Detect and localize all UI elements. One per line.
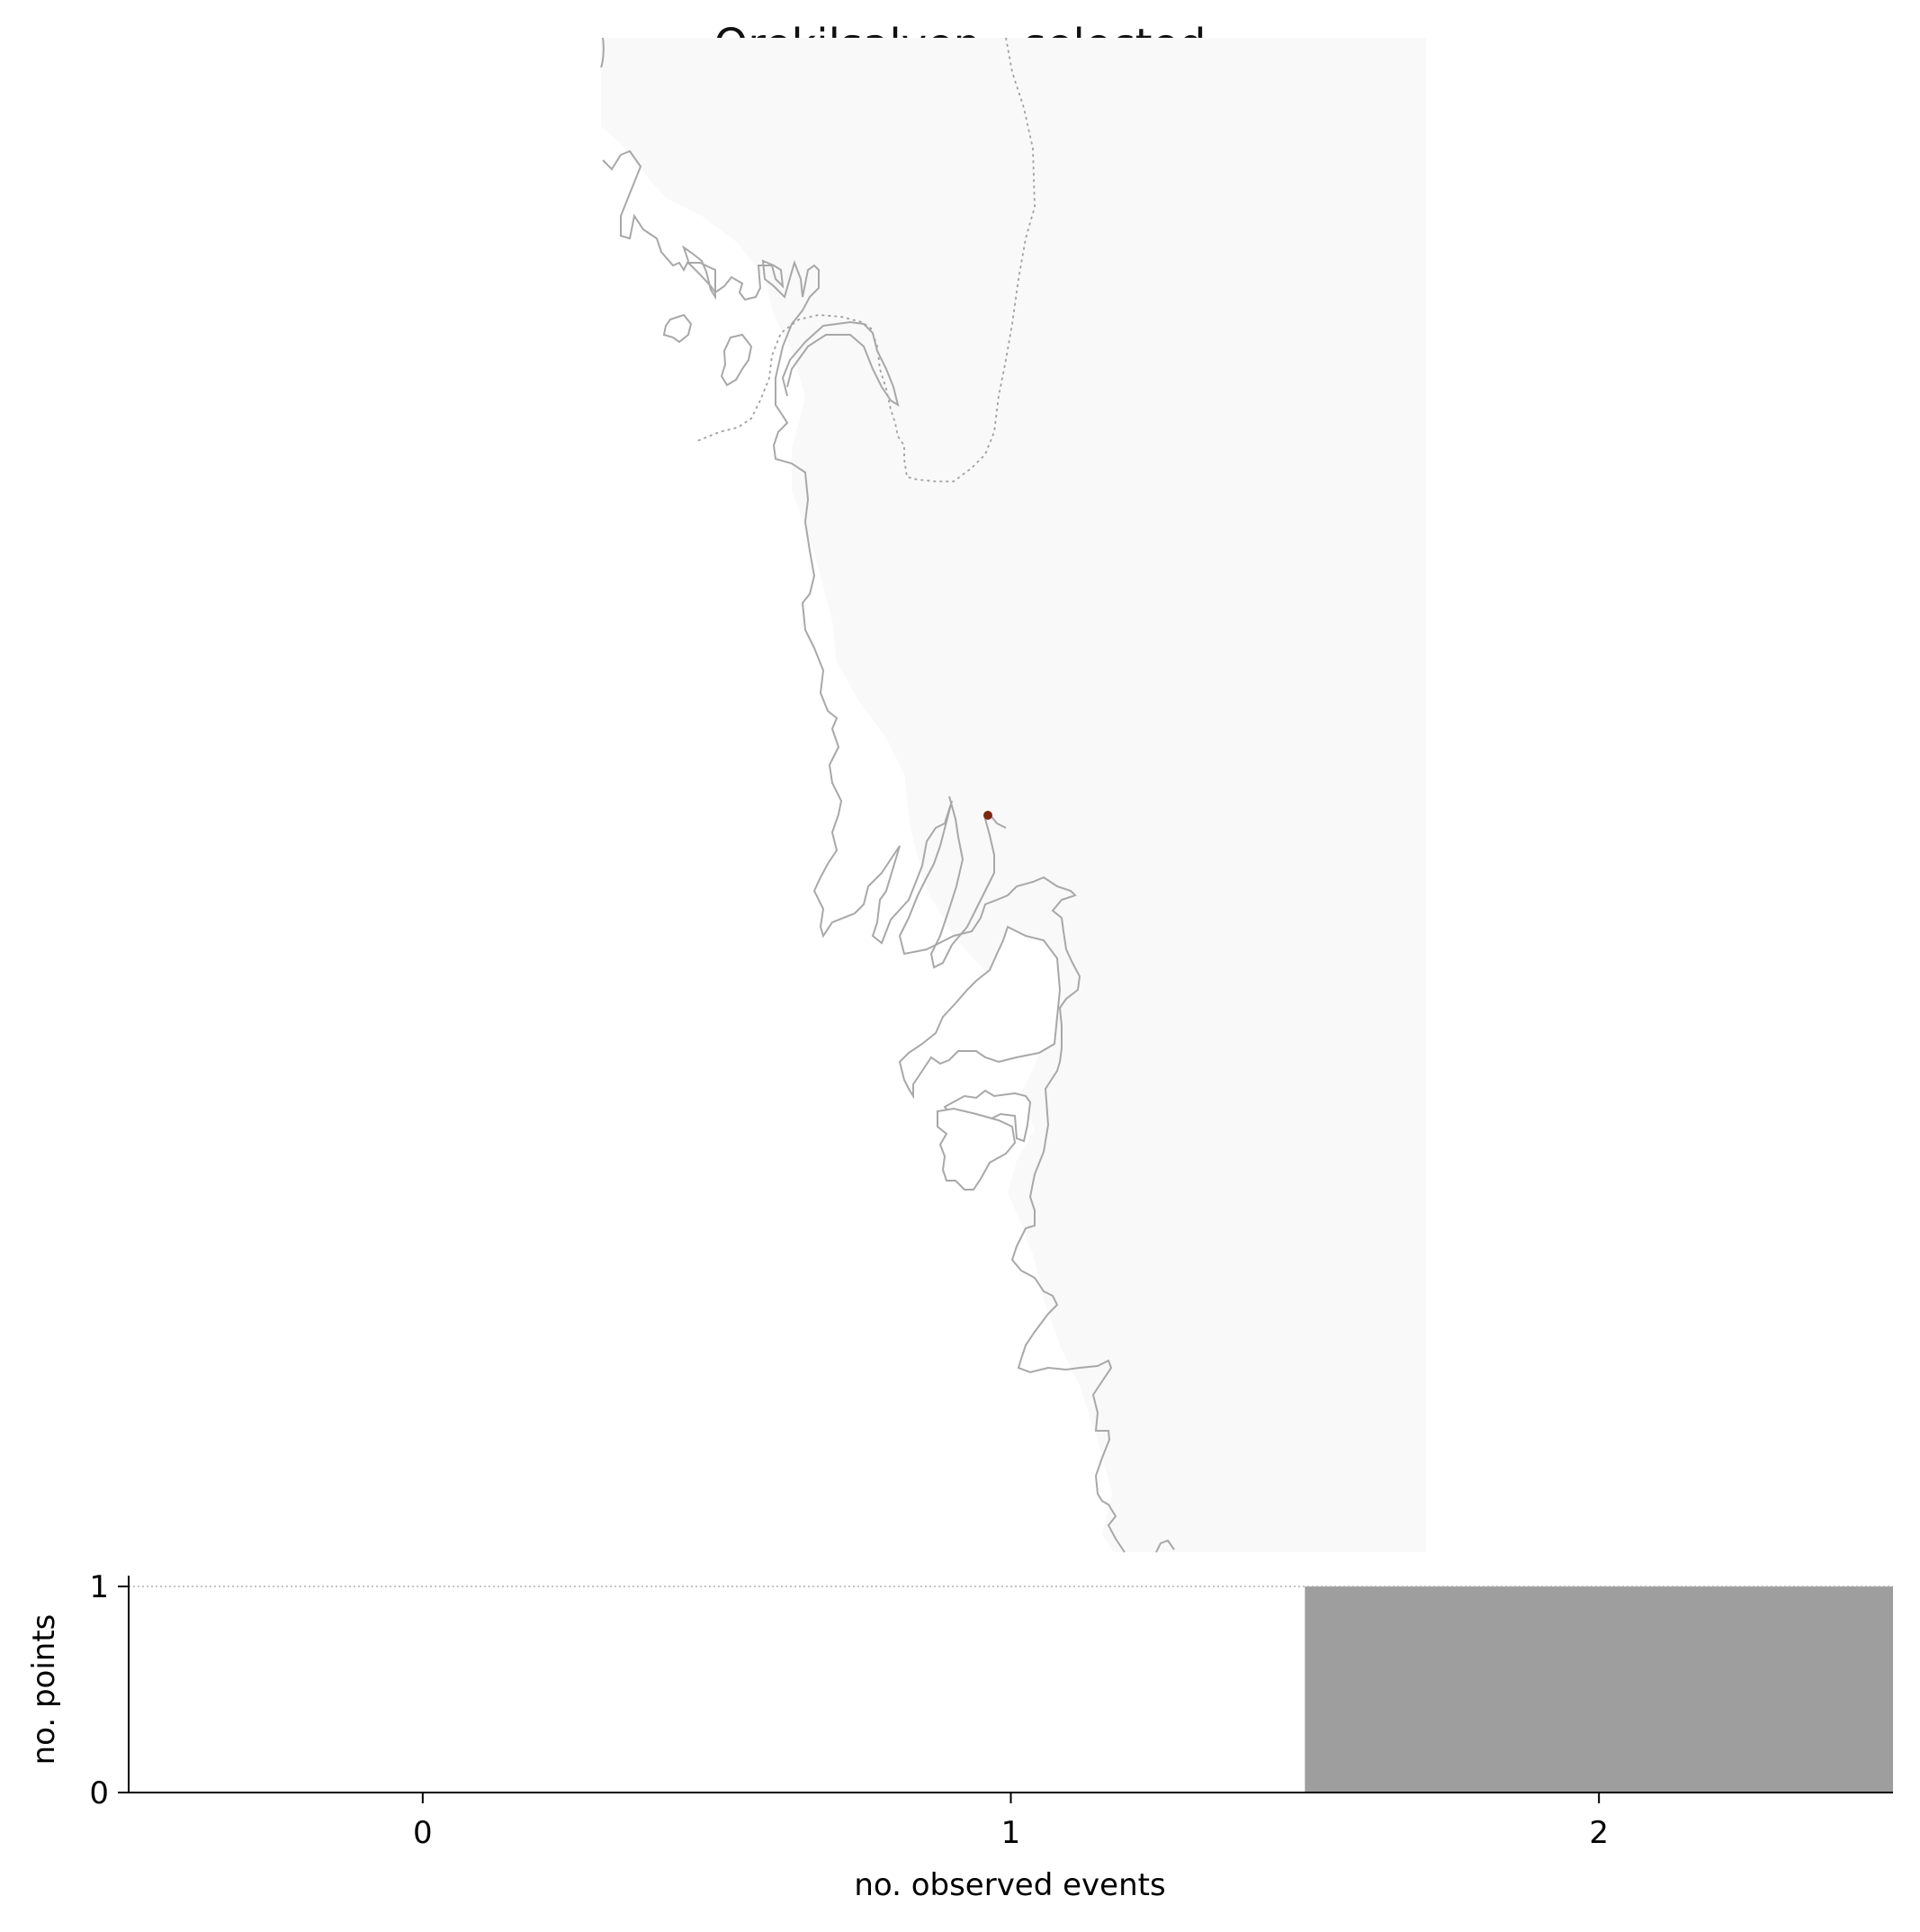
y-tick-label: 1	[89, 1569, 109, 1605]
y-tick-label: 0	[89, 1775, 109, 1811]
x-axis-label: no. observed events	[854, 1867, 1165, 1903]
y-axis-label: no. points	[26, 1614, 62, 1766]
island-north-1	[662, 313, 693, 344]
peninsula	[781, 320, 900, 408]
island-large	[898, 925, 1062, 1100]
island-north-2	[720, 333, 753, 387]
island-southwest	[937, 1107, 1017, 1191]
county-border	[696, 37, 1036, 482]
coastline	[600, 37, 1175, 1553]
fjord-coastline	[929, 795, 1007, 969]
x-tick-label: 1	[1001, 1815, 1021, 1851]
bar-2	[1305, 1586, 1893, 1793]
map-panel	[600, 37, 1426, 1553]
x-tick-label: 2	[1589, 1815, 1609, 1851]
histogram-layer: 0 1 2 0 1 no. observed events no. points	[26, 1569, 1893, 1903]
x-tick-label: 0	[413, 1815, 433, 1851]
selected-point-marker[interactable]	[983, 811, 992, 820]
land-area	[601, 38, 1426, 1552]
